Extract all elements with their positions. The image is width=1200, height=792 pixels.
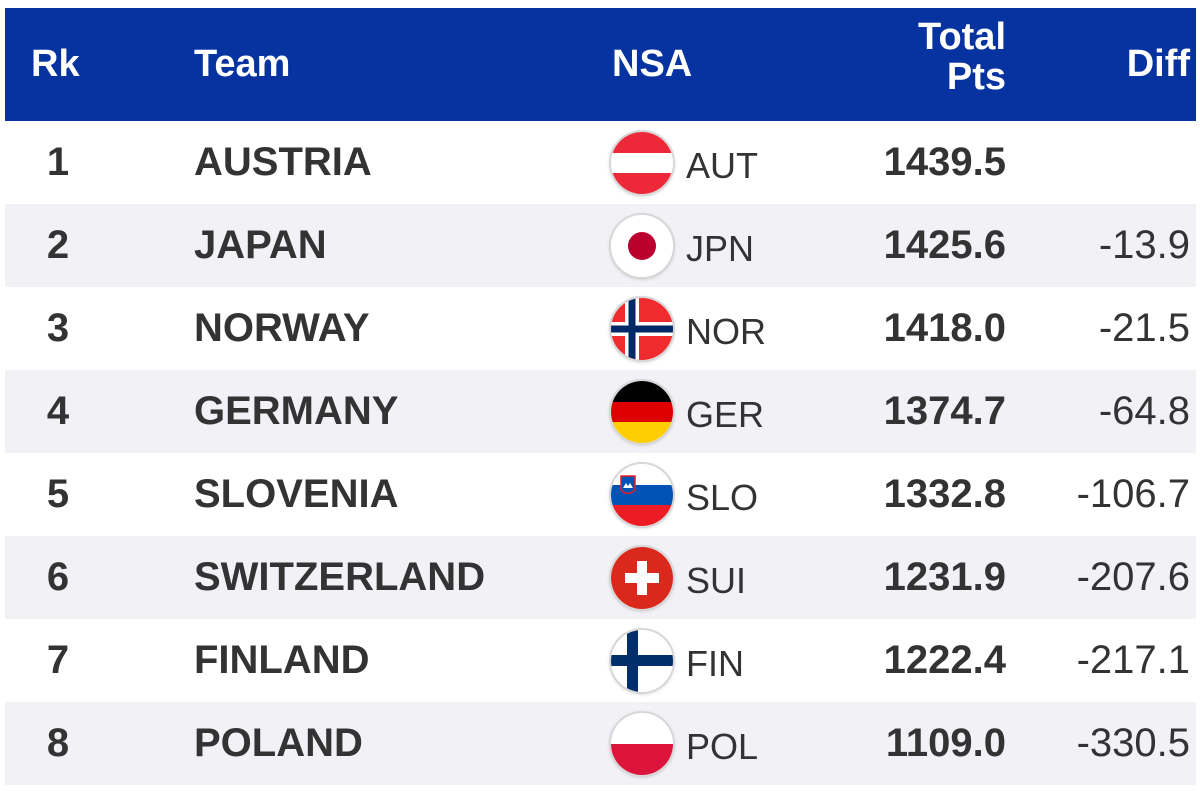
nsa-code: JPN [686,228,755,269]
team-name[interactable]: GERMANY [194,389,399,433]
points-diff: -217.1 [1076,638,1190,682]
table-row[interactable]: 5 SLOVENIA SLO 1332.8 -106.7 [5,453,1196,536]
column-header-total-pts[interactable]: Total Pts [918,17,1006,97]
nsa-code: GER [686,394,765,435]
points-diff: -330.5 [1076,721,1190,765]
total-points: 1418.0 [883,306,1006,350]
team-name[interactable]: SLOVENIA [194,472,399,516]
standings-table: Rk Team NSA Total Pts Diff 1 AUSTRIA AUT… [5,8,1196,785]
japan-flag-icon [611,215,673,277]
table-row[interactable]: 4 GERMANY GER 1374.7 -64.8 [5,370,1196,453]
points-diff: -13.9 [1098,223,1190,267]
rank-cell: 6 [46,555,70,599]
nsa-code: FIN [686,643,744,684]
slovenia-flag-icon [611,464,673,526]
rank-cell: 8 [46,721,70,765]
points-diff: -106.7 [1076,472,1190,516]
rank-cell: 7 [46,638,70,682]
total-points: 1332.8 [883,472,1006,516]
nsa-code: SLO [686,477,759,518]
table-row[interactable]: 3 NORWAY NOR 1418.0 -21.5 [5,287,1196,370]
column-header-rank[interactable]: Rk [31,43,80,85]
rank-cell: 5 [46,472,70,516]
team-name[interactable]: POLAND [194,721,363,765]
nsa-code: POL [686,726,759,767]
team-name[interactable]: SWITZERLAND [194,555,486,599]
total-points: 1109.0 [885,721,1006,765]
team-name[interactable]: NORWAY [194,306,370,350]
team-name[interactable]: AUSTRIA [194,140,372,184]
rank-cell: 1 [46,140,70,184]
switzerland-flag-icon [611,547,673,609]
table-row[interactable]: 2 JAPAN JPN 1425.6 -13.9 [5,204,1196,287]
total-points: 1439.5 [883,140,1006,184]
column-header-diff[interactable]: Diff [1126,43,1190,85]
total-points: 1231.9 [883,555,1006,599]
team-name[interactable]: FINLAND [194,638,370,682]
germany-flag-icon [611,381,673,443]
rank-cell: 3 [46,306,70,350]
points-diff: -207.6 [1076,555,1190,599]
poland-flag-icon [611,713,673,775]
rank-cell: 2 [46,223,70,267]
points-diff: -21.5 [1098,306,1190,350]
points-diff: -64.8 [1098,389,1190,433]
total-pts-line2: Pts [946,56,1006,98]
total-points: 1222.4 [883,638,1006,682]
table-row[interactable]: 8 POLAND POL 1109.0 -330.5 [5,702,1196,785]
total-points: 1425.6 [883,223,1006,267]
austria-flag-icon [611,132,673,194]
team-name[interactable]: JAPAN [194,223,327,267]
norway-flag-icon [611,298,673,360]
table-row[interactable]: 7 FINLAND FIN 1222.4 -217.1 [5,619,1196,702]
column-header-team[interactable]: Team [194,43,291,85]
finland-flag-icon [611,630,673,692]
column-header-nsa[interactable]: NSA [612,43,693,85]
total-pts-line1: Total [918,16,1006,58]
nsa-code: NOR [686,311,766,352]
table-row[interactable]: 1 AUSTRIA AUT 1439.5 [5,121,1196,204]
total-points: 1374.7 [883,389,1006,433]
table-header: Rk Team NSA Total Pts Diff [5,8,1196,121]
rank-cell: 4 [46,389,70,433]
table-row[interactable]: 6 SWITZERLAND SUI 1231.9 -207.6 [5,536,1196,619]
nsa-code: AUT [686,145,758,186]
nsa-code: SUI [686,560,747,601]
